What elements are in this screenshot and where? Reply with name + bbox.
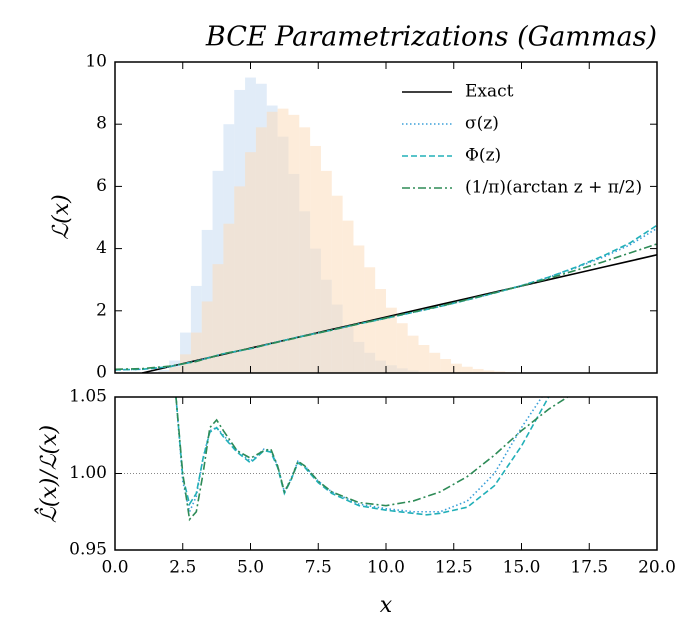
histogram-bar (191, 333, 202, 373)
histogram-bar (223, 224, 234, 373)
histogram-bar (462, 367, 473, 373)
histogram-bar (429, 353, 440, 373)
histogram-bar (267, 112, 278, 373)
histogram-bar (375, 289, 386, 373)
histogram-bar (310, 146, 321, 373)
x-tick-label: 17.5 (570, 558, 608, 578)
histogram-bar (256, 127, 267, 373)
x-tick-label: 20.0 (638, 558, 676, 578)
histogram-bar (397, 323, 408, 373)
y-axis-label: ℒ(x) (49, 194, 74, 239)
histogram-bar (332, 196, 343, 373)
x-tick-label: 15.0 (503, 558, 541, 578)
x-tick-label: 0.0 (101, 558, 128, 578)
histogram-bar (169, 367, 180, 373)
y-tick-label: 4 (96, 238, 107, 258)
y-tick-label: 1.00 (69, 463, 107, 483)
histogram-bar (353, 245, 364, 373)
histogram-bar (440, 359, 451, 373)
legend-label: Φ(z) (465, 146, 501, 166)
histogram-bar (451, 364, 462, 373)
histogram-bar (288, 115, 299, 373)
series-line (176, 397, 542, 512)
x-tick-label: 7.5 (305, 558, 332, 578)
y-tick-label: 6 (96, 176, 107, 196)
y-tick-label: 8 (96, 114, 107, 134)
series-line (176, 397, 568, 519)
x-tick-label: 2.5 (169, 558, 196, 578)
legend-label: (1/π)(arctan z + π/2) (465, 178, 642, 198)
histogram-bar (419, 345, 430, 373)
x-tick-label: 10.0 (367, 558, 405, 578)
x-tick-label: 12.5 (435, 558, 473, 578)
plot-area (115, 78, 657, 373)
histogram-bar (321, 171, 332, 373)
histogram-bar (245, 152, 256, 373)
y-tick-label: 2 (96, 300, 107, 320)
histogram-bar (343, 221, 354, 373)
y-tick-label: 0 (96, 363, 107, 383)
histogram-bar (234, 186, 245, 373)
chart-title: BCE Parametrizations (Gammas) (205, 22, 657, 53)
legend-label: σ(z) (465, 114, 499, 134)
y-tick-label: 1.05 (69, 387, 107, 407)
y-tick-label: 0.95 (69, 540, 107, 560)
histogram-bar (202, 301, 213, 373)
plot-area (115, 397, 657, 519)
y-tick-label: 10 (85, 52, 107, 72)
x-axis-label: x (380, 593, 393, 618)
histogram-bar (278, 109, 289, 373)
x-tick-label: 5.0 (237, 558, 264, 578)
y-axis-label: ℒ̂(x)/ℒ(x) (34, 425, 62, 523)
histogram-bar (408, 336, 419, 373)
legend-label: Exact (465, 82, 514, 102)
